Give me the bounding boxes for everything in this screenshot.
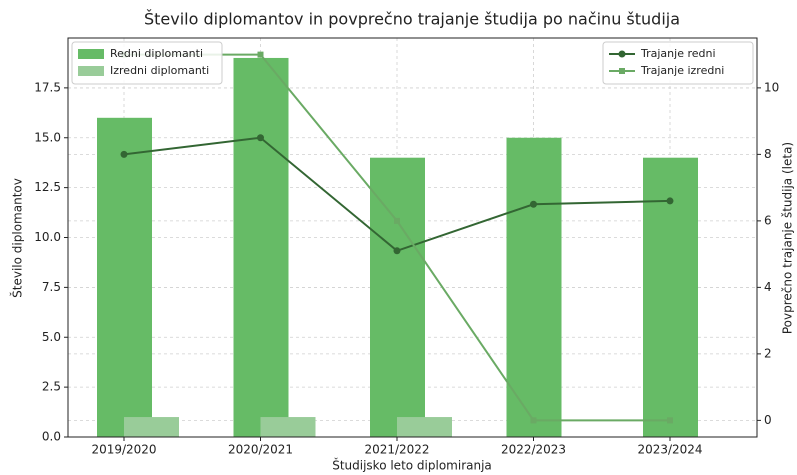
y2-tick-label: 10	[764, 80, 779, 94]
marker	[530, 417, 537, 424]
bar	[124, 417, 179, 437]
bar	[260, 417, 316, 437]
y2-tick-label: 0	[764, 413, 772, 427]
y2-tick-label: 8	[764, 147, 772, 161]
y2-tick-label: 4	[764, 280, 772, 294]
legend-label: Trajanje izredni	[640, 64, 724, 77]
marker	[257, 51, 264, 58]
legend-swatch	[78, 49, 104, 59]
legend	[71, 41, 223, 85]
marker	[530, 200, 537, 208]
chart-title: Število diplomantov in povprečno trajanj…	[144, 10, 680, 29]
y-tick-label: 2.5	[42, 380, 61, 394]
y2-tick-label: 2	[764, 346, 772, 360]
x-axis-label: Študijsko leto diplomiranja	[332, 458, 492, 473]
legend-marker	[619, 68, 625, 74]
legend-label: Redni diplomanti	[110, 47, 203, 60]
legend	[602, 41, 754, 85]
y-tick-label: 5.0	[42, 330, 61, 344]
y-tick-label: 12.5	[34, 180, 61, 194]
legend-label: Izredni diplomanti	[110, 64, 209, 77]
marker	[666, 197, 674, 205]
y-tick-label: 10.0	[34, 230, 61, 244]
x-tick-label: 2020/2021	[228, 443, 293, 457]
bar	[397, 417, 452, 437]
y-axis-label: Število diplomantov	[10, 178, 25, 298]
bar	[233, 57, 289, 437]
marker	[393, 247, 401, 255]
bar	[506, 137, 562, 437]
marker	[394, 217, 400, 224]
marker	[257, 134, 264, 142]
legend-swatch	[78, 66, 104, 76]
y-tick-label: 0.0	[42, 430, 61, 444]
x-tick-label: 2021/2022	[364, 443, 429, 457]
bar	[370, 157, 425, 437]
marker	[667, 417, 673, 424]
marker	[120, 150, 128, 158]
y-tick-label: 7.5	[42, 280, 61, 294]
x-tick-label: 2022/2023	[501, 443, 566, 457]
x-tick-label: 2023/2024	[637, 443, 702, 457]
x-tick-label: 2019/2020	[91, 443, 156, 457]
legend-marker	[618, 50, 626, 58]
y2-tick-label: 6	[764, 213, 772, 227]
y2-axis-label: Povprečno trajanje študija (leta)	[781, 142, 795, 334]
bar	[97, 117, 152, 438]
legend-label: Trajanje redni	[640, 47, 716, 60]
plot-frame	[67, 37, 758, 438]
y-tick-label: 15.0	[34, 130, 61, 144]
y-tick-label: 17.5	[34, 80, 61, 94]
